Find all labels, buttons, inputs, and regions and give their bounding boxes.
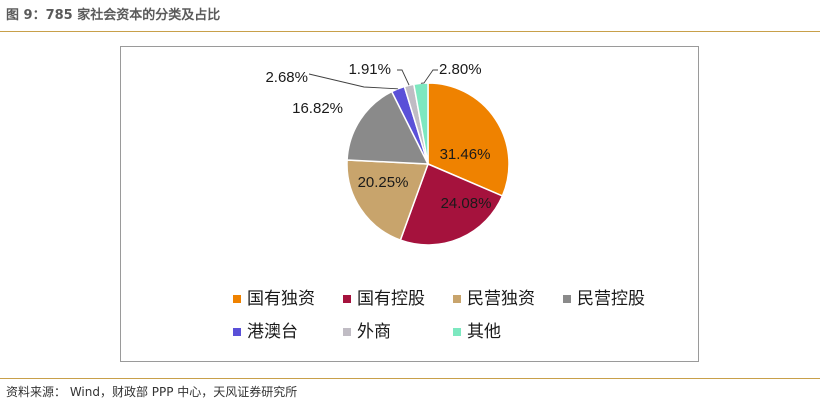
chart-frame: 31.46% 24.08% 20.25% 16.82% 2.68% 1.91% 2.80% 国…: [120, 46, 699, 362]
pie-chart: 31.46% 24.08% 20.25% 16.82% 2.68% 1.91% 2.80% 国…: [233, 61, 645, 342]
pie-slice: [399, 162, 504, 246]
figure-title: 图 9：785 家社会资本的分类及占比: [6, 8, 221, 23]
legend-label: 港澳台: [247, 322, 298, 342]
pie-slice: [412, 82, 429, 165]
data-label: 16.82%: [292, 100, 343, 117]
data-label: 24.08%: [441, 195, 492, 212]
legend-swatch: [563, 295, 571, 303]
legend-label: 民营独资: [467, 289, 535, 309]
leader-line: [308, 73, 398, 90]
legend-swatch: [453, 328, 461, 336]
bottom-divider: [0, 378, 820, 379]
pie-slice: [346, 90, 430, 165]
legend-label: 外商: [357, 322, 391, 342]
legend-swatch: [453, 295, 461, 303]
top-divider: [0, 31, 820, 32]
legend-swatch: [343, 295, 351, 303]
data-label: 2.68%: [265, 69, 308, 86]
legend-label: 国有控股: [357, 289, 425, 309]
legend-label: 其他: [467, 322, 501, 342]
legend-swatch: [233, 328, 241, 336]
pie-slice: [346, 159, 430, 242]
leader-line: [397, 69, 410, 86]
pie-slice: [427, 82, 510, 197]
leader-line: [420, 69, 438, 84]
legend-label: 民营控股: [577, 289, 645, 309]
data-label: 20.25%: [358, 174, 409, 191]
data-label: 31.46%: [440, 146, 491, 163]
data-label: 1.91%: [348, 61, 391, 78]
legend-label: 国有独资: [247, 289, 315, 309]
legend-swatch: [233, 295, 241, 303]
data-label: 2.80%: [439, 61, 482, 78]
legend-swatch: [343, 328, 351, 336]
source-note: 资料来源： Wind，财政部 PPP 中心，天风证券研究所: [6, 385, 298, 399]
